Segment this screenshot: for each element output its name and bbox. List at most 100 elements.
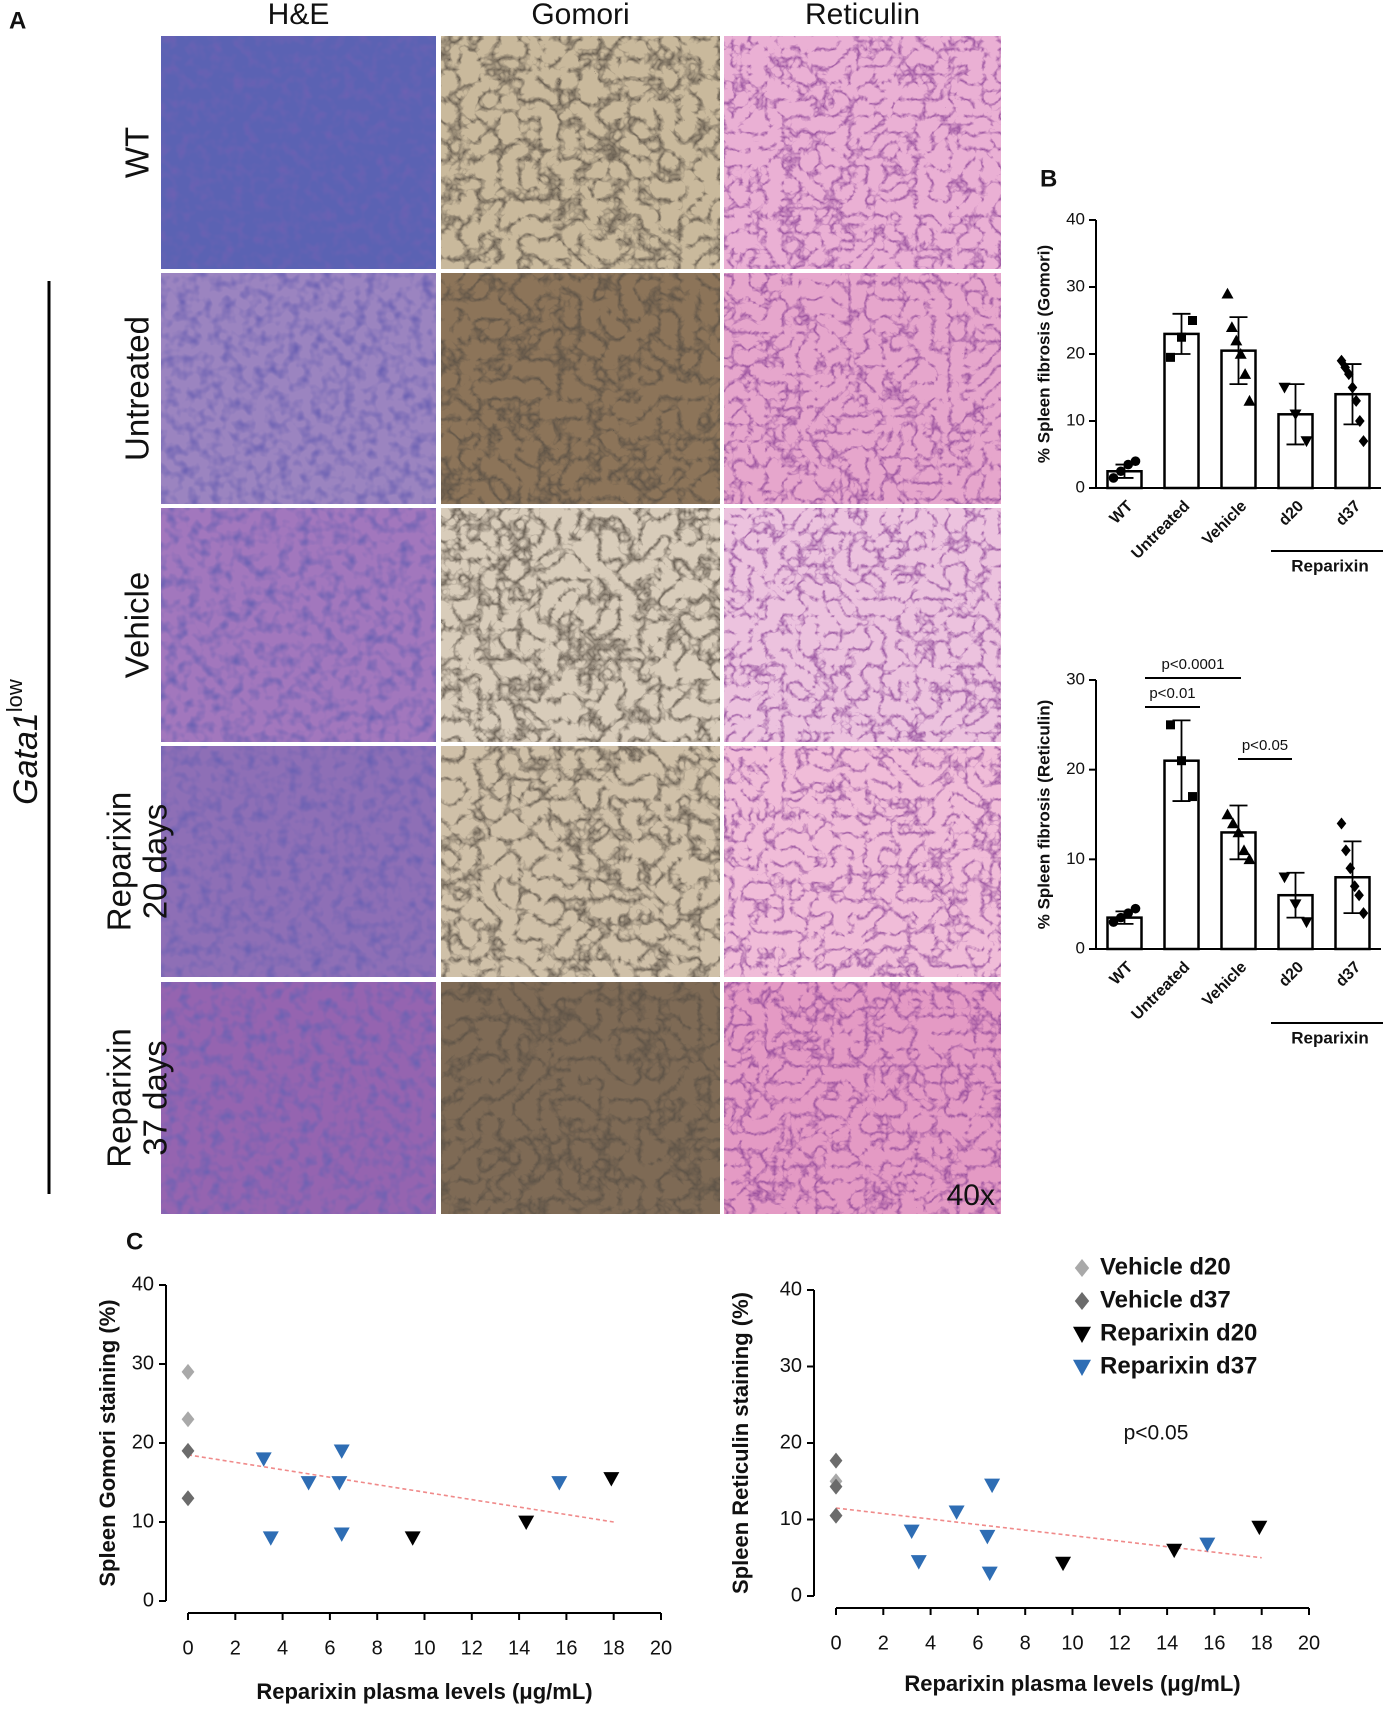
x-tick-label: Vehicle: [1199, 498, 1250, 549]
point: [1300, 436, 1313, 448]
x-tick-label: 14: [508, 1637, 530, 1659]
x-tick-label: 16: [555, 1637, 577, 1659]
point: [404, 1531, 421, 1546]
magnification: 40x: [947, 1179, 995, 1212]
point: [181, 1490, 195, 1507]
point: [1351, 394, 1361, 407]
x-tick-label: d37: [1333, 498, 1365, 530]
point: [910, 1555, 927, 1570]
x-tick-label: 12: [461, 1637, 483, 1659]
group-label-text: Gata1: [7, 712, 45, 805]
point: [603, 1472, 620, 1487]
y-axis-label: Spleen Gomori staining (%): [95, 1299, 120, 1586]
point: [1073, 1359, 1091, 1376]
panel-label: C: [126, 1228, 143, 1255]
point: [1166, 720, 1175, 730]
point: [1123, 459, 1133, 470]
point: [1227, 817, 1239, 829]
point: [1055, 1556, 1072, 1572]
micrograph-texture: [441, 982, 720, 1214]
point: [333, 1527, 350, 1542]
row-label: Vehicle: [119, 572, 156, 678]
point: [333, 1444, 350, 1459]
y-tick-label: 0: [1076, 938, 1085, 957]
y-tick-label: 30: [780, 1355, 802, 1377]
y-tick-label: 0: [1076, 477, 1085, 496]
point: [1130, 903, 1141, 914]
group-label: Reparixin: [1291, 556, 1368, 575]
legend-label: Vehicle d20: [1100, 1253, 1231, 1280]
y-tick-label: 40: [1066, 209, 1085, 228]
trend-line: [187, 1454, 614, 1523]
point: [1123, 908, 1133, 918]
point: [1251, 1520, 1268, 1536]
panel-label: A: [9, 7, 26, 34]
legend-label: Reparixin d20: [1100, 1319, 1257, 1346]
point: [1358, 435, 1369, 448]
y-axis-label: % Spleen fibrosis (Gomori): [1034, 245, 1053, 463]
point: [1177, 332, 1186, 342]
point: [1230, 334, 1243, 346]
x-tick-label: WT: [1107, 959, 1137, 989]
x-tick-label: d20: [1276, 498, 1308, 530]
point: [1225, 321, 1238, 332]
point: [1349, 880, 1360, 893]
point: [262, 1531, 279, 1546]
y-tick-label: 10: [1066, 410, 1085, 429]
x-tick-label: 20: [650, 1637, 672, 1659]
point: [1116, 912, 1126, 923]
point: [181, 1411, 195, 1428]
x-tick-label: Vehicle: [1199, 959, 1250, 1010]
x-tick-label: 18: [1251, 1632, 1273, 1654]
y-tick-label: 0: [791, 1584, 802, 1606]
x-axis-label: Reparixin plasma levels (μg/mL): [904, 1671, 1240, 1696]
point: [255, 1452, 272, 1467]
point: [1166, 1543, 1183, 1559]
point: [1177, 756, 1186, 766]
micrograph-texture: [441, 746, 720, 977]
x-tick-label: 6: [324, 1637, 335, 1659]
x-tick-label: 2: [878, 1632, 889, 1654]
point: [1239, 368, 1252, 379]
column-header: Reticulin: [805, 0, 920, 31]
micrograph-texture: [724, 36, 1001, 269]
x-tick-label: d20: [1276, 959, 1308, 991]
point: [300, 1476, 317, 1491]
point: [1221, 808, 1234, 820]
micrograph-texture: [441, 36, 720, 269]
point: [829, 1452, 843, 1469]
row-label: Reparixin: [101, 1028, 138, 1167]
micrograph-texture: [161, 36, 436, 269]
y-tick-label: 20: [1066, 759, 1085, 778]
y-tick-label: 0: [143, 1589, 154, 1611]
group-label: Reparixin: [1291, 1028, 1368, 1047]
point: [829, 1478, 843, 1495]
annotation: p<0.01: [1149, 685, 1195, 702]
point: [1289, 409, 1302, 421]
micrograph-texture: [161, 273, 436, 504]
annotation: p<0.05: [1124, 1422, 1189, 1445]
x-tick-label: Untreated: [1128, 498, 1193, 563]
point: [1354, 889, 1364, 902]
x-tick-label: 16: [1203, 1632, 1225, 1654]
point: [1166, 352, 1175, 362]
x-tick-label: 10: [413, 1637, 435, 1659]
point: [1073, 1326, 1091, 1343]
x-tick-label: 12: [1109, 1632, 1131, 1654]
point: [518, 1515, 535, 1530]
annotation: p<0.0001: [1162, 656, 1225, 673]
y-tick-label: 10: [780, 1508, 802, 1530]
x-tick-label: 0: [182, 1637, 193, 1659]
x-tick-label: 2: [230, 1637, 241, 1659]
group-label: Gata1low: [2, 679, 45, 805]
x-tick-label: 4: [925, 1632, 936, 1654]
point: [1341, 844, 1351, 857]
micrograph-texture: [724, 982, 1001, 1214]
point: [551, 1476, 568, 1491]
point: [1074, 1259, 1090, 1277]
point: [331, 1476, 348, 1491]
point: [1300, 917, 1313, 929]
x-tick-label: d37: [1333, 959, 1365, 991]
point: [1234, 348, 1247, 359]
